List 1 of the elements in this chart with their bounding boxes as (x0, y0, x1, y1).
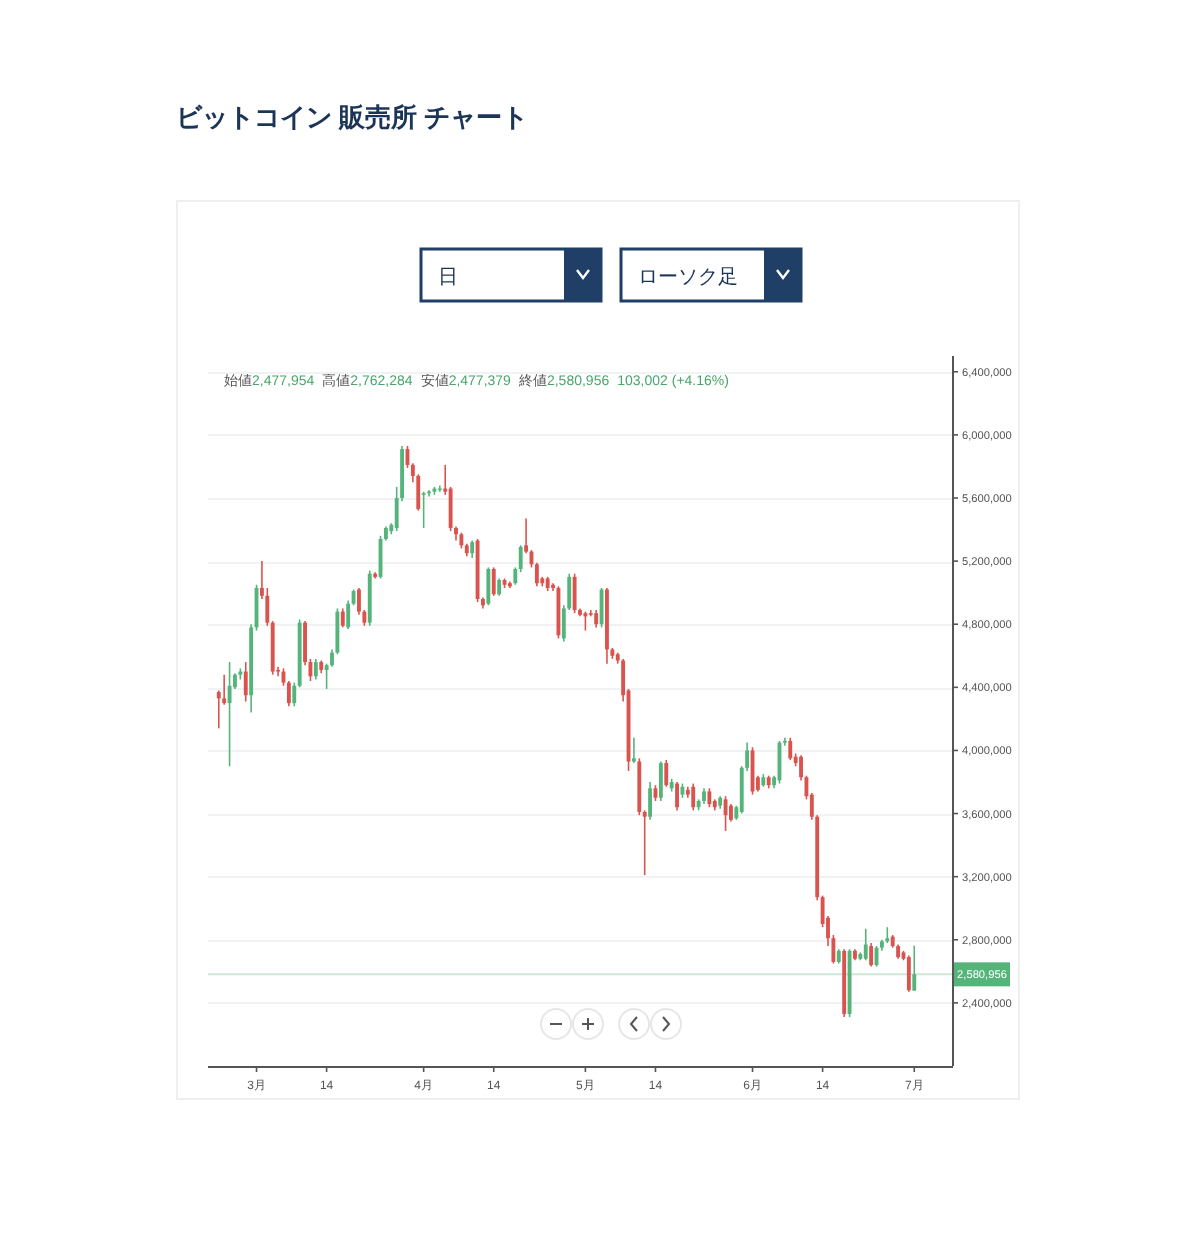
chart-title: ビットコイン 販売所 チャート (176, 102, 529, 132)
